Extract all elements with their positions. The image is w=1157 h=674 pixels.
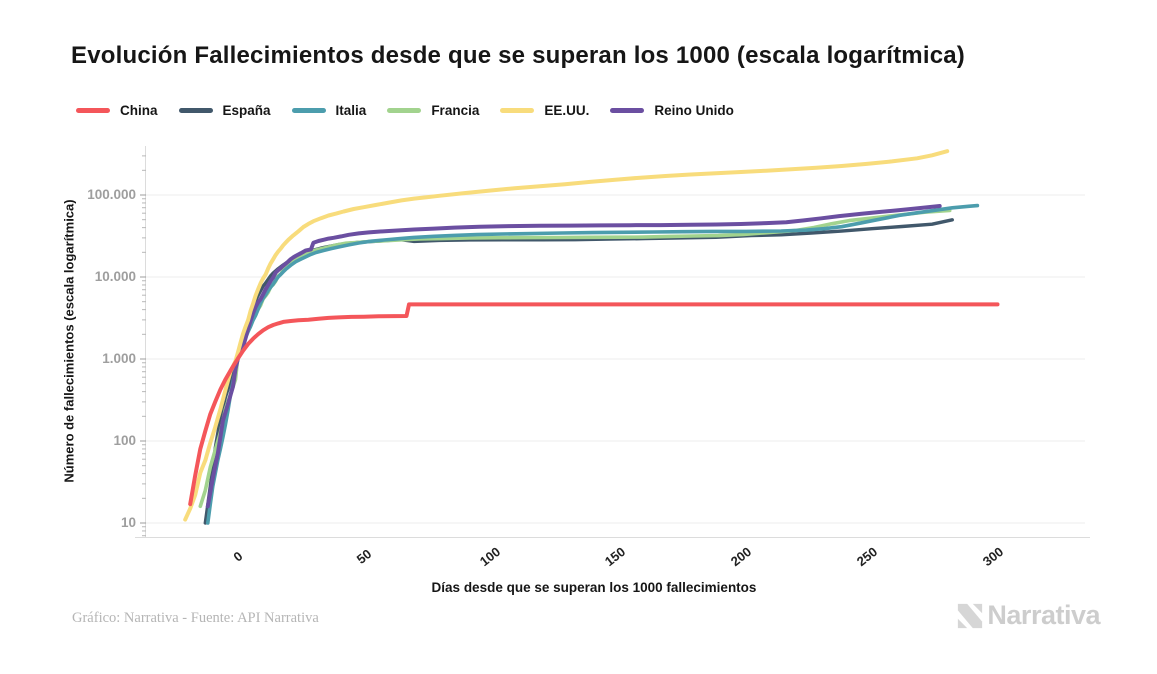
legend-swatch-china: [76, 108, 110, 113]
legend-swatch-espana: [178, 108, 213, 113]
legend-label-eeuu: EE.UU.: [544, 103, 590, 118]
legend-label-china: China: [120, 103, 158, 118]
y-tick-label: 10: [120, 515, 136, 530]
narrativa-n-icon: [958, 603, 983, 628]
legend-item-reino-unido[interactable]: Reino Unido: [610, 103, 734, 118]
legend-item-espana[interactable]: España: [178, 103, 271, 118]
y-tick-label: 10.000: [94, 269, 136, 284]
series-line-reino-unido[interactable]: [205, 204, 942, 509]
legend-label-francia: Francia: [431, 103, 480, 118]
credit-text: Gráfico: Narrativa - Fuente: API Narrati…: [72, 610, 319, 626]
brand-logo: Narrativa: [956, 600, 1100, 631]
series-line-italia[interactable]: [206, 203, 980, 525]
chart-title: Evolución Fallecimientos desde que se su…: [71, 42, 965, 69]
legend-swatch-italia: [291, 108, 326, 113]
legend-swatch-francia: [387, 108, 422, 113]
legend-item-italia[interactable]: Italia: [291, 103, 367, 118]
legend-label-italia: Italia: [335, 103, 367, 118]
series-line-china[interactable]: [188, 302, 1000, 507]
legend-label-reino-unido: Reino Unido: [654, 103, 734, 118]
y-tick-label: 100: [113, 433, 136, 448]
legend-swatch-reino-unido: [610, 108, 645, 113]
series-line-espana[interactable]: [203, 218, 954, 525]
y-tick-label: 100.000: [87, 187, 136, 202]
y-tick-label: 1.000: [102, 351, 136, 366]
x-axis-title: Días desde que se superan los 1000 falle…: [431, 580, 757, 595]
legend-label-espana: España: [222, 103, 271, 118]
brand-name: Narrativa: [987, 600, 1100, 630]
legend-item-china[interactable]: China: [76, 103, 158, 118]
legend-item-eeuu[interactable]: EE.UU.: [500, 103, 589, 118]
series-line-eeuu[interactable]: [183, 149, 950, 522]
legend-item-francia[interactable]: Francia: [387, 103, 479, 118]
legend-swatch-eeuu: [500, 108, 535, 113]
legend: China España Italia Francia EE.UU. Reino…: [76, 103, 734, 118]
